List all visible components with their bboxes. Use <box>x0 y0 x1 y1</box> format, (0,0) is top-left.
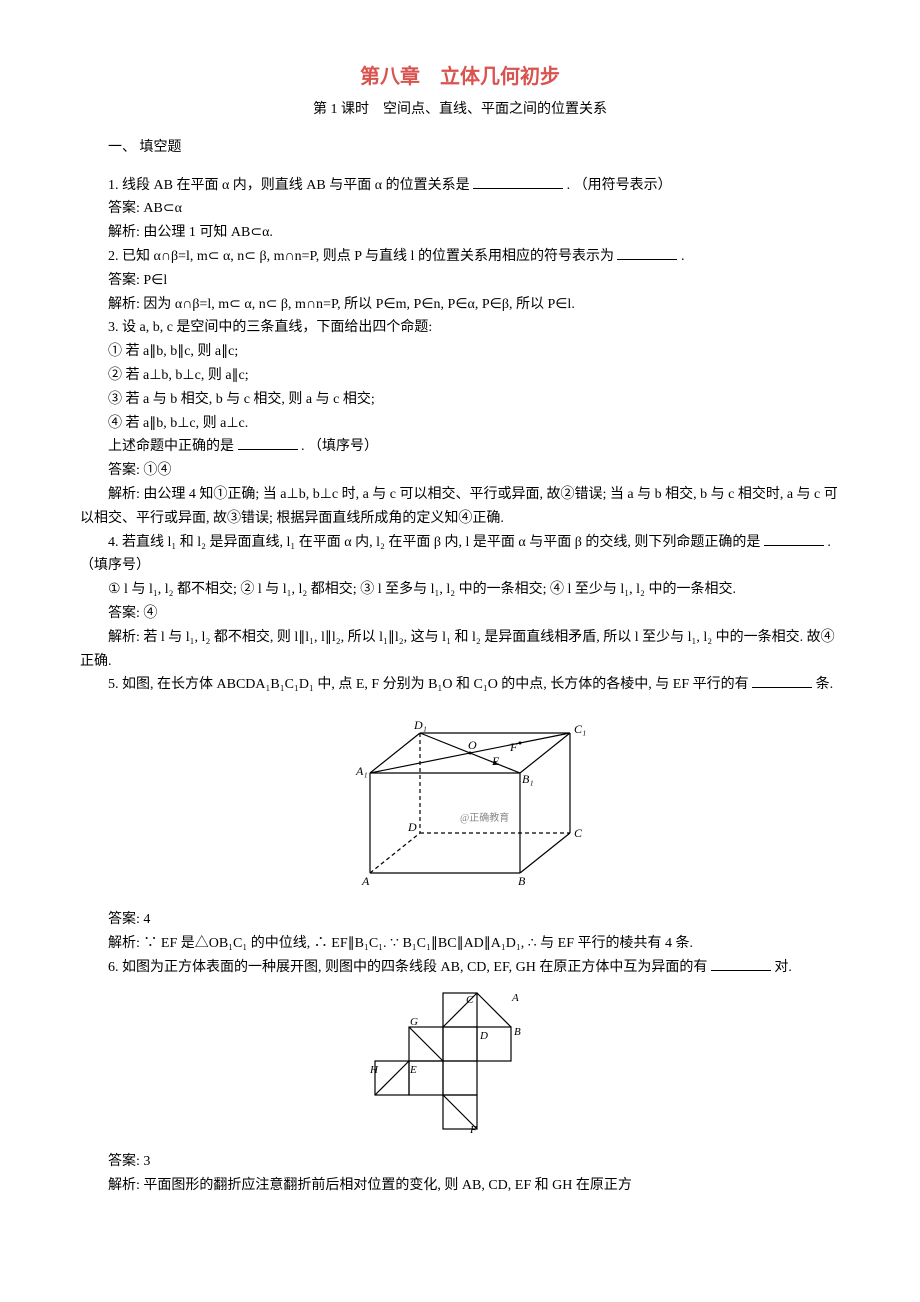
lesson-subtitle: 第 1 课时 空间点、直线、平面之间的位置关系 <box>80 98 840 122</box>
q5-figure: A B C D A₁ B₁ C₁ D₁ O E F @正确教育 <box>80 703 840 902</box>
q3-tail-a: 上述命题中正确的是 <box>108 439 234 454</box>
q1-explain: 解析: 由公理 1 可知 AB⊂α. <box>80 221 840 245</box>
label-F: F <box>469 1124 477 1135</box>
label-E: E <box>491 754 500 768</box>
q3-explain: 解析: 由公理 4 知①正确; 当 a⊥b, b⊥c 时, a 与 c 可以相交… <box>80 483 840 531</box>
q3-tail: 上述命题中正确的是 . （填序号） <box>80 435 840 459</box>
label-A: A <box>511 992 519 1004</box>
q4-explain: 解析: 若 l 与 l₁, l₂ 都不相交, 则 l∥l₁, l∥l₂, 所以 … <box>80 626 840 674</box>
label-B: B <box>514 1026 521 1038</box>
label-D: D <box>407 820 417 834</box>
q3-blank <box>238 435 298 450</box>
label-B1: B₁ <box>522 772 534 786</box>
q3-opt3: ③ 若 a 与 b 相交, b 与 c 相交, 则 a 与 c 相交; <box>80 388 840 412</box>
q1-text: 1. 线段 AB 在平面 α 内，则直线 AB 与平面 α 的位置关系是 . （… <box>80 174 840 198</box>
q5-explain: 解析: ∵ EF 是△OB₁C₁ 的中位线, ∴ EF∥B₁C₁. ∵ B₁C₁… <box>80 932 840 956</box>
q2-blank <box>617 245 677 260</box>
q3-tail-b: . （填序号） <box>301 439 378 454</box>
label-D1: D₁ <box>413 718 427 732</box>
label-C: C <box>466 994 474 1006</box>
section-heading: 一、 填空题 <box>80 136 840 160</box>
q1-text-a: 1. 线段 AB 在平面 α 内，则直线 AB 与平面 α 的位置关系是 <box>108 178 470 193</box>
q6-text-a: 6. 如图为正方体表面的一种展开图, 则图中的四条线段 AB, CD, EF, … <box>108 960 707 975</box>
q1-blank <box>473 174 563 189</box>
label-C1: C₁ <box>574 722 586 736</box>
q5-answer: 答案: 4 <box>80 908 840 932</box>
q3-opt2: ② 若 a⊥b, b⊥c, 则 a∥c; <box>80 364 840 388</box>
q4-answer: 答案: ④ <box>80 602 840 626</box>
label-B: B <box>518 874 526 888</box>
q2-explain: 解析: 因为 α∩β=l, m⊂ α, n⊂ β, m∩n=P, 所以 P∈m,… <box>80 293 840 317</box>
q1-text-b: . （用符号表示） <box>567 178 672 193</box>
label-F: F <box>509 740 518 754</box>
q4-blank <box>764 531 824 546</box>
watermark: @正确教育 <box>460 811 509 824</box>
label-C: C <box>574 826 583 840</box>
label-A1: A₁ <box>355 764 368 778</box>
label-G: G <box>410 1016 418 1028</box>
q3-answer: 答案: ①④ <box>80 459 840 483</box>
q6-answer: 答案: 3 <box>80 1150 840 1174</box>
label-E: E <box>409 1064 417 1076</box>
q6-explain: 解析: 平面图形的翻折应注意翻折前后相对位置的变化, 则 AB, CD, EF … <box>80 1174 840 1198</box>
q6-figure: A B C D E F G H <box>80 985 840 1144</box>
cuboid-diagram: A B C D A₁ B₁ C₁ D₁ O E F @正确教育 <box>330 703 590 893</box>
q6-text: 6. 如图为正方体表面的一种展开图, 则图中的四条线段 AB, CD, EF, … <box>80 956 840 980</box>
q4-text: 4. 若直线 l₁ 和 l₂ 是异面直线, l₁ 在平面 α 内, l₂ 在平面… <box>80 531 840 579</box>
q2-answer: 答案: P∈l <box>80 269 840 293</box>
q3-opt4: ④ 若 a∥b, b⊥c, 则 a⊥c. <box>80 412 840 436</box>
q6-blank <box>711 956 771 971</box>
label-D: D <box>479 1030 488 1042</box>
q2-text-a: 2. 已知 α∩β=l, m⊂ α, n⊂ β, m∩n=P, 则点 P 与直线… <box>108 249 614 264</box>
q5-text-a: 5. 如图, 在长方体 ABCDA₁B₁C₁D₁ 中, 点 E, F 分别为 B… <box>108 677 749 692</box>
q2-text-b: . <box>681 249 685 264</box>
q3-opt1: ① 若 a∥b, b∥c, 则 a∥c; <box>80 340 840 364</box>
q6-text-b: 对. <box>774 960 792 975</box>
q3-intro: 3. 设 a, b, c 是空间中的三条直线，下面给出四个命题: <box>80 316 840 340</box>
q5-text-b: 条. <box>816 677 834 692</box>
q4-text-a: 4. 若直线 l₁ 和 l₂ 是异面直线, l₁ 在平面 α 内, l₂ 在平面… <box>108 535 760 550</box>
label-A: A <box>361 874 370 888</box>
label-H: H <box>370 1064 379 1076</box>
q1-answer: 答案: AB⊂α <box>80 197 840 221</box>
q5-text: 5. 如图, 在长方体 ABCDA₁B₁C₁D₁ 中, 点 E, F 分别为 B… <box>80 673 840 697</box>
q4-opts: ① l 与 l₁, l₂ 都不相交; ② l 与 l₁, l₂ 都相交; ③ l… <box>80 578 840 602</box>
q2-text: 2. 已知 α∩β=l, m⊂ α, n⊂ β, m∩n=P, 则点 P 与直线… <box>80 245 840 269</box>
chapter-title: 第八章 立体几何初步 <box>80 60 840 94</box>
cube-net-diagram: A B C D E F G H <box>370 985 550 1135</box>
q5-blank <box>752 673 812 688</box>
label-O: O <box>468 738 477 752</box>
